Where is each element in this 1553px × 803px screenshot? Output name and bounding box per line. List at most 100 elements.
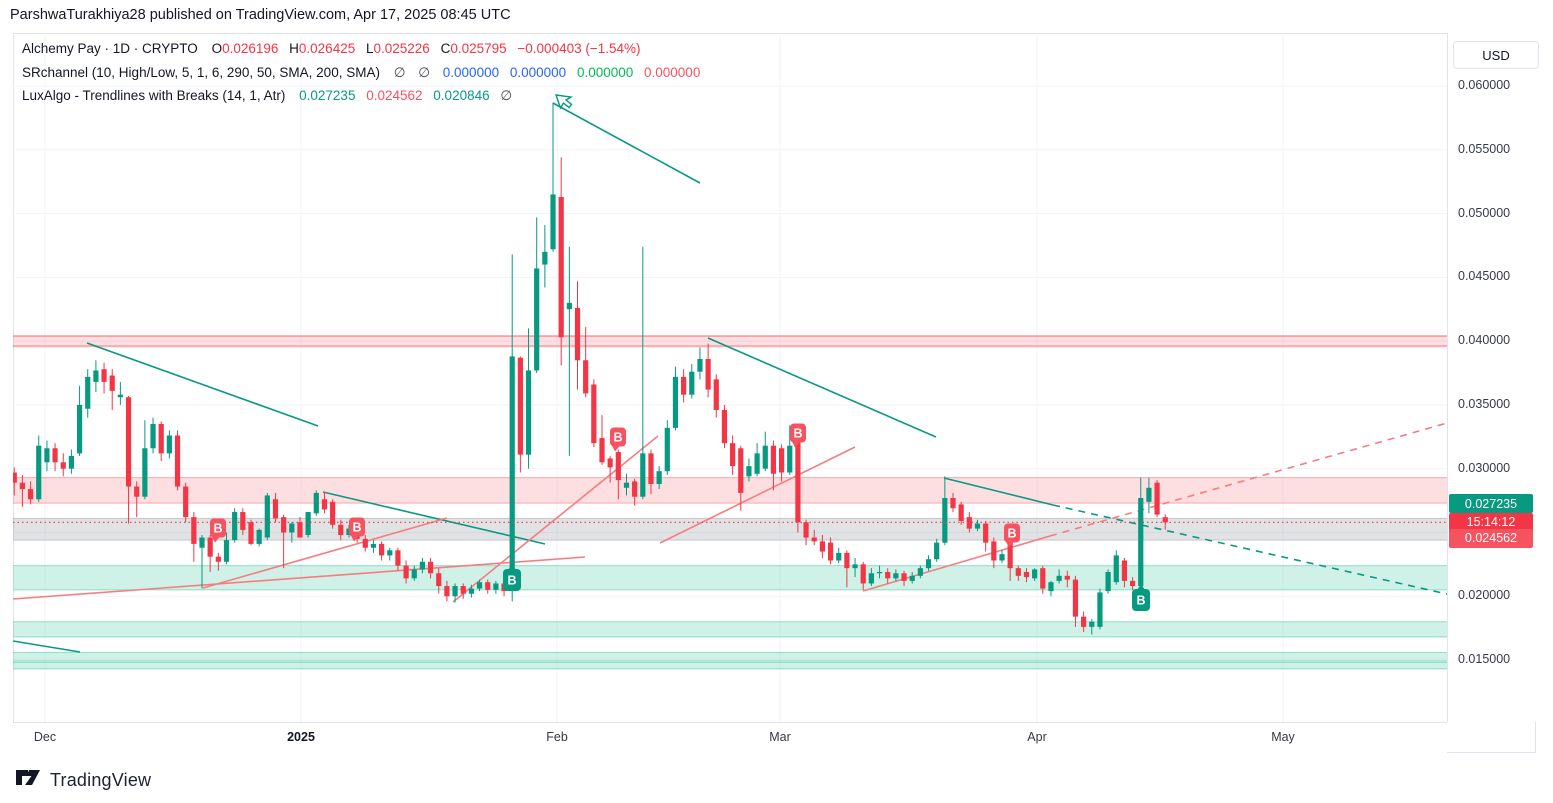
change-value: −0.000403 (−1.54%)	[517, 41, 641, 56]
candle-body-down	[109, 375, 115, 391]
bearish-break-badge[interactable]: B	[790, 423, 806, 448]
bearish-break-badge[interactable]: B	[210, 518, 226, 543]
candle-body-up	[917, 568, 923, 576]
svg-text:B: B	[1136, 594, 1145, 608]
candle-body-down	[632, 481, 638, 497]
candle-body-down	[1129, 580, 1136, 587]
candle-body-up	[934, 542, 940, 560]
candle-body-up	[1048, 582, 1054, 592]
srchannel-empty-2: ∅	[418, 64, 431, 80]
candle-body-down	[1064, 575, 1070, 580]
candle-body-down	[395, 550, 401, 566]
candle-body-down	[803, 522, 809, 538]
candlestick-series	[13, 102, 1168, 635]
upward-trendline-extension[interactable]	[1049, 422, 1447, 537]
legend-symbol-row[interactable]: Alchemy Pay · 1D · CRYPTO O0.026196 H0.0…	[22, 41, 641, 56]
candle-body-up	[550, 194, 556, 250]
symbol-title: Alchemy Pay · 1D · CRYPTO	[22, 41, 198, 56]
candle-body-up	[232, 512, 238, 541]
srchannel-empty-1: ∅	[393, 64, 406, 80]
candle-body-down	[134, 486, 140, 497]
candle-body-up	[525, 370, 532, 455]
legend-luxalgo-row[interactable]: LuxAlgo - Trendlines with Breaks (14, 1,…	[22, 84, 707, 108]
upward-trendline[interactable]	[13, 556, 586, 600]
candle-body-up	[346, 528, 352, 535]
plot-area[interactable]: B B B B B B B	[4, 33, 1448, 722]
candle-body-up	[452, 586, 458, 597]
footer-bar: TradingView	[0, 753, 1553, 803]
candle-body-down	[778, 448, 785, 473]
candle-body-up	[76, 404, 83, 454]
luxalgo-lower-value: 0.024562	[366, 88, 423, 103]
candle-body-up	[68, 455, 75, 469]
candle-body-up	[1138, 498, 1144, 587]
tradingview-logo-icon	[16, 770, 40, 785]
srchannel-value-1: 0.000000	[442, 64, 500, 80]
candle-body-down	[338, 524, 344, 535]
bullish-break-badge[interactable]: B	[503, 564, 521, 591]
downward-trendline[interactable]	[86, 342, 319, 427]
tradingview-logo-text: TradingView	[50, 770, 152, 790]
svg-text:B: B	[793, 427, 802, 441]
candle-body-down	[721, 409, 728, 444]
downward-trendline[interactable]	[943, 477, 1054, 506]
upward-trendline[interactable]	[862, 535, 1051, 592]
candle-body-up	[566, 302, 572, 310]
candle-body-down	[1023, 571, 1030, 578]
candle-body-down	[444, 586, 450, 597]
bearish-break-badge[interactable]: B	[610, 427, 626, 452]
candle-body-up	[1113, 555, 1119, 583]
candle-body-down	[860, 564, 866, 584]
candle-body-up	[419, 561, 426, 570]
candle-body-up	[1146, 487, 1152, 502]
downward-trendline[interactable]	[322, 491, 546, 545]
candle-body-down	[517, 357, 523, 455]
upward-trendline[interactable]	[452, 435, 659, 603]
bearish-break-badge[interactable]: B	[349, 517, 365, 542]
candle-body-up	[787, 445, 793, 473]
time-label-mar: Mar	[769, 730, 791, 744]
candle-body-up	[1105, 571, 1111, 592]
downward-trendline-extension[interactable]	[1052, 504, 1447, 595]
candle-body-down	[1072, 579, 1079, 617]
time-axis[interactable]: Dec 2025 Feb Mar Apr May	[13, 722, 1447, 754]
srchannel-support-zone	[13, 621, 1447, 638]
candle-body-down	[738, 448, 744, 493]
downward-trendline[interactable]	[552, 102, 701, 184]
candle-body-down	[811, 537, 817, 542]
candle-body-down	[191, 517, 197, 544]
candle-body-down	[958, 504, 964, 521]
candle-body-up	[534, 268, 540, 371]
candle-body-up	[664, 427, 670, 472]
upward-trendline[interactable]	[659, 446, 856, 544]
bullish-break-badge[interactable]: B	[1132, 584, 1150, 611]
srchannel-support-zone	[13, 652, 1447, 662]
srchannel-value-2: 0.000000	[509, 64, 567, 80]
legend-srchannel-row[interactable]: SRchannel (10, High/Low, 5, 1, 6, 290, 5…	[22, 61, 707, 85]
downward-trendline[interactable]	[13, 640, 81, 653]
price-tick-label: 0.040000	[1458, 333, 1511, 348]
bearish-break-badge[interactable]: B	[1004, 523, 1020, 548]
candle-body-up	[542, 251, 548, 265]
candle-body-down	[378, 543, 385, 556]
candle-body-up	[836, 552, 842, 561]
candle-body-up	[85, 376, 91, 409]
candle-body-down	[240, 512, 246, 530]
candle-body-down	[713, 379, 719, 410]
upward-trendline[interactable]	[202, 517, 448, 589]
candle-body-up	[672, 376, 679, 428]
candle-body-down	[215, 556, 221, 562]
candle-body-down	[13, 472, 17, 483]
currency-toggle-button[interactable]: USD	[1453, 41, 1539, 69]
cursor-arrow-icon	[554, 94, 574, 110]
candle-body-up	[370, 543, 377, 548]
tradingview-logo[interactable]: TradingView	[16, 769, 151, 792]
downward-trendline[interactable]	[707, 337, 937, 438]
price-axis[interactable]: USD 0.060000 0.055000 0.050000 0.045000 0.04…	[1447, 33, 1539, 722]
candle-body-down	[101, 369, 107, 382]
candle-body-up	[150, 424, 156, 449]
candle-body-down	[827, 542, 834, 561]
candle-body-down	[174, 435, 181, 487]
candle-body-up	[640, 453, 646, 497]
